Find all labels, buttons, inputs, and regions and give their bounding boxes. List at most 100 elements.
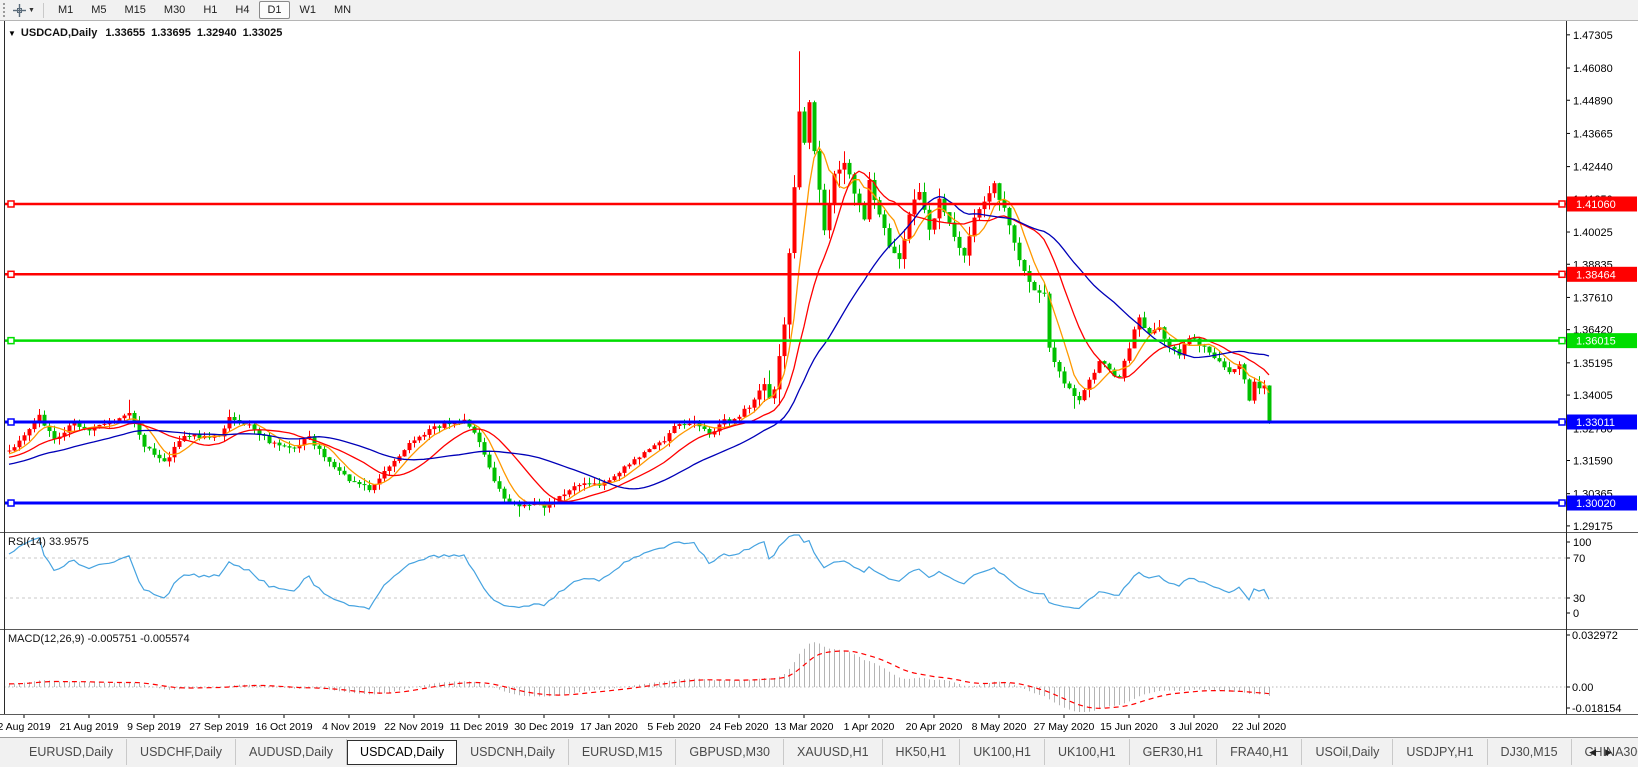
- chart-tab-FRA40-H1[interactable]: FRA40,H1: [1217, 739, 1303, 765]
- toolbar-drag-handle[interactable]: [3, 3, 8, 17]
- quote-high: 1.33695: [151, 27, 191, 39]
- tab-scroll-right-icon[interactable]: ▶: [1605, 747, 1612, 757]
- time-axis: 2 Aug 2019 21 Aug 2019 9 Sep 2019 27 Sep 20…: [0, 714, 1286, 733]
- timeframe-toolbar: M1 M5 M15 M30 H1 H4 D1 W1 MN: [49, 1, 360, 19]
- candles-layer: [7, 51, 1272, 517]
- price-tag-1.36015: [1567, 333, 1637, 349]
- svg-text:1.46080: 1.46080: [1573, 63, 1613, 75]
- svg-text:30 Dec 2019: 30 Dec 2019: [514, 721, 574, 733]
- rsi-line: [8, 534, 1270, 610]
- chart-tab-GBPUSD-M30[interactable]: GBPUSD,M30: [676, 739, 784, 765]
- quote-close: 1.33025: [242, 27, 283, 39]
- svg-text:1.40025: 1.40025: [1573, 227, 1613, 239]
- svg-text:1.31590: 1.31590: [1573, 455, 1613, 467]
- dropdown-triangle-icon[interactable]: ▼: [8, 28, 16, 38]
- svg-text:27 Sep 2019: 27 Sep 2019: [189, 721, 249, 733]
- svg-text:13 Mar 2020: 13 Mar 2020: [775, 721, 834, 733]
- timeframe-button-W1[interactable]: W1: [299, 4, 317, 16]
- hline-handle-right-1.41060[interactable]: [1558, 200, 1566, 208]
- price-tag-1.33011: [1567, 414, 1637, 430]
- chart-tab-USDCNH-Daily[interactable]: USDCNH,Daily: [457, 739, 569, 765]
- svg-text:1.47305: 1.47305: [1573, 30, 1613, 42]
- svg-text:0: 0: [1573, 608, 1579, 620]
- chart-tab-USOil-Daily[interactable]: USOil,Daily: [1302, 739, 1394, 765]
- svg-text:1.38464: 1.38464: [1576, 269, 1616, 281]
- svg-text:21 Aug 2019: 21 Aug 2019: [60, 721, 119, 733]
- hline-handle-left-1.30020[interactable]: [7, 499, 15, 507]
- svg-text:11 Dec 2019: 11 Dec 2019: [450, 721, 509, 733]
- timeframe-button-M15[interactable]: M15: [124, 4, 146, 16]
- crosshair-tool-icon[interactable]: [12, 3, 27, 18]
- svg-text:0.032972: 0.032972: [1572, 630, 1618, 642]
- svg-text:1.36015: 1.36015: [1576, 336, 1616, 348]
- tab-scroll-left-icon[interactable]: ◀: [1589, 747, 1597, 757]
- chart-canvas[interactable]: 1.473051.460801.448901.436651.424401.412…: [0, 21, 1638, 737]
- chart-tab-USDCHF-Daily[interactable]: USDCHF,Daily: [127, 739, 236, 765]
- top-toolbar: ▼ M1 M5 M15 M30 H1 H4 D1 W1 MN: [0, 0, 1638, 21]
- timeframe-button-MN[interactable]: MN: [334, 4, 352, 16]
- chart-tab-CHINA300-H4[interactable]: CHINA300,H4: [1572, 739, 1638, 765]
- chevron-down-icon[interactable]: ▼: [28, 6, 35, 14]
- svg-text:17 Jan 2020: 17 Jan 2020: [580, 721, 638, 733]
- svg-text:1.42440: 1.42440: [1573, 162, 1613, 174]
- hline-handle-left-1.36015[interactable]: [7, 336, 15, 345]
- chart-tab-EURUSD-Daily[interactable]: EURUSD,Daily: [16, 739, 128, 765]
- chart-symbol-label: USDCAD,Daily: [20, 27, 98, 39]
- svg-text:9 Sep 2019: 9 Sep 2019: [127, 721, 181, 733]
- toolbar-separator: [42, 2, 44, 18]
- svg-text:70: 70: [1573, 553, 1585, 565]
- chart-tab-UK100-H1[interactable]: UK100,H1: [1045, 739, 1130, 765]
- timeframe-button-M30[interactable]: M30: [163, 4, 186, 16]
- svg-text:24 Feb 2020: 24 Feb 2020: [710, 721, 769, 733]
- timeframe-button-M5[interactable]: M5: [91, 4, 107, 16]
- macd-histogram: [9, 642, 1270, 712]
- svg-text:1.35195: 1.35195: [1573, 358, 1613, 370]
- macd-axis: 0.032972 0.00 -0.018154: [1566, 630, 1622, 715]
- ma-fast-line: [8, 146, 1270, 506]
- svg-text:1.41060: 1.41060: [1576, 199, 1616, 211]
- svg-text:0.00: 0.00: [1572, 682, 1593, 694]
- chart-tab-DJ30-M15[interactable]: DJ30,M15: [1488, 739, 1572, 765]
- timeframe-button-D1[interactable]: D1: [259, 1, 290, 19]
- svg-text:1.44890: 1.44890: [1573, 95, 1613, 107]
- svg-text:1 Apr 2020: 1 Apr 2020: [844, 721, 895, 733]
- svg-text:22 Nov 2019: 22 Nov 2019: [384, 721, 444, 733]
- price-tag-1.30020: [1567, 495, 1637, 511]
- svg-text:2 Aug 2019: 2 Aug 2019: [0, 721, 51, 733]
- svg-text:1.34005: 1.34005: [1573, 390, 1613, 402]
- macd-label: MACD(12,26,9) -0.005751 -0.005574: [8, 633, 190, 645]
- svg-text:100: 100: [1573, 537, 1591, 549]
- svg-text:15 Jun 2020: 15 Jun 2020: [1100, 721, 1158, 733]
- svg-text:30: 30: [1573, 593, 1585, 605]
- chart-tab-USDJPY-H1[interactable]: USDJPY,H1: [1393, 739, 1488, 765]
- svg-text:-0.018154: -0.018154: [1572, 703, 1622, 715]
- hline-handle-right-1.36015[interactable]: [1558, 336, 1566, 345]
- chart-tab-GER30-H1[interactable]: GER30,H1: [1130, 739, 1218, 765]
- quote-low: 1.32940: [196, 27, 237, 39]
- svg-text:1.43665: 1.43665: [1573, 128, 1613, 140]
- chart-tab-USDCAD-Daily[interactable]: USDCAD,Daily: [347, 739, 458, 765]
- svg-text:4 Nov 2019: 4 Nov 2019: [322, 721, 376, 733]
- hline-handle-left-1.33011[interactable]: [7, 418, 15, 426]
- chart-window: 1.473051.460801.448901.436651.424401.412…: [0, 21, 1638, 737]
- rsi-axis: 100 70 30 0: [1566, 537, 1591, 620]
- hline-handle-left-1.38464[interactable]: [7, 270, 15, 279]
- hline-handle-right-1.33011[interactable]: [1558, 418, 1566, 426]
- svg-text:3 Jul 2020: 3 Jul 2020: [1170, 721, 1219, 733]
- timeframe-button-H4[interactable]: H4: [235, 4, 250, 16]
- rsi-label: RSI(14) 33.9575: [8, 536, 89, 548]
- chart-tab-HK50-H1[interactable]: HK50,H1: [883, 739, 961, 765]
- hline-handle-right-1.30020[interactable]: [1558, 499, 1566, 507]
- chart-tab-EURUSD-M15[interactable]: EURUSD,M15: [569, 739, 677, 765]
- hline-handle-right-1.38464[interactable]: [1558, 270, 1566, 279]
- chart-tab-AUDUSD-Daily[interactable]: AUDUSD,Daily: [236, 739, 348, 765]
- macd-signal-line: [8, 650, 1270, 709]
- chart-tab-UK100-H1[interactable]: UK100,H1: [960, 739, 1045, 765]
- ma-slow-line: [8, 195, 1270, 490]
- chart-tab-XAUUSD-H1[interactable]: XAUUSD,H1: [784, 739, 883, 765]
- timeframe-button-M1[interactable]: M1: [57, 4, 74, 16]
- timeframe-button-H1[interactable]: H1: [203, 4, 218, 16]
- svg-text:1.29175: 1.29175: [1573, 521, 1613, 533]
- chart-tab-bar: EURUSD,Daily USDCHF,Daily AUDUSD,Daily USDC…: [0, 737, 1638, 766]
- hline-handle-left-1.41060[interactable]: [7, 200, 15, 208]
